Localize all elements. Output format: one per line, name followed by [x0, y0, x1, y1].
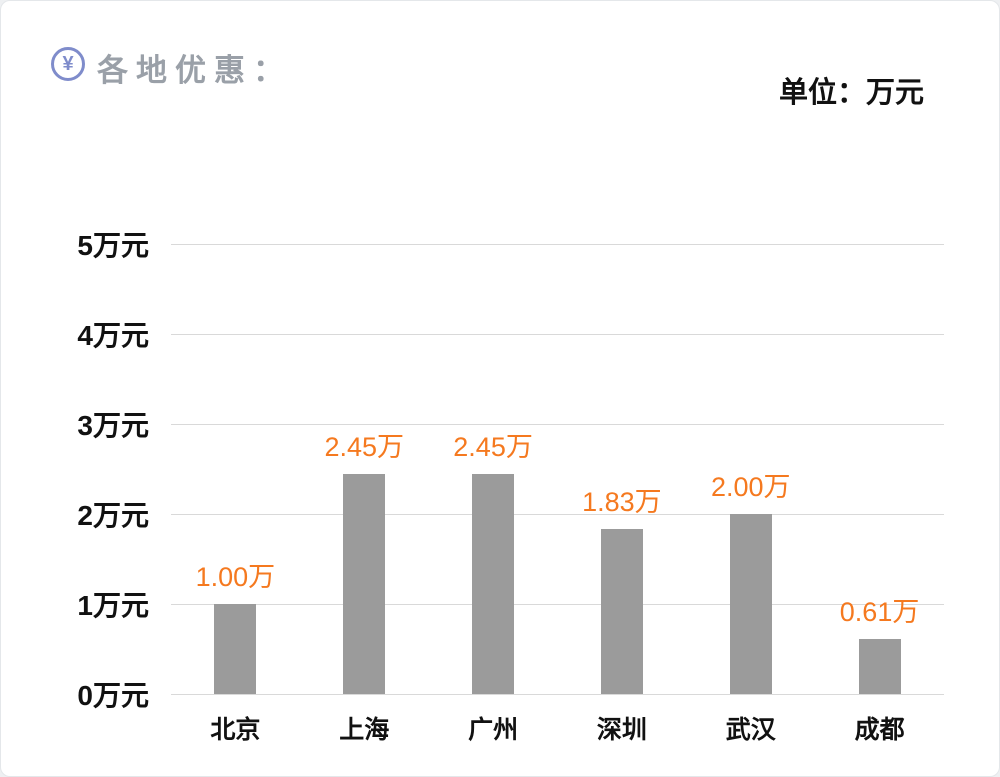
bar — [214, 604, 257, 694]
gridline — [171, 604, 944, 605]
bar-value-label: 2.00万 — [710, 472, 791, 502]
bar — [858, 639, 901, 694]
y-axis-tick-label: 2万元 — [77, 500, 149, 531]
bar-value-label: 0.61万 — [839, 597, 920, 628]
gridline — [171, 424, 944, 425]
bar-value-label: 2.45万 — [324, 431, 405, 462]
x-axis-category-label: 成都 — [854, 716, 905, 744]
x-axis-category-label: 深圳 — [596, 716, 647, 744]
bar — [472, 473, 515, 694]
gridline — [171, 244, 944, 245]
gridline — [171, 514, 944, 515]
bar — [729, 514, 772, 694]
chart-title: 各地优惠： — [97, 53, 292, 88]
bar — [343, 473, 386, 694]
bar-value-label: 1.00万 — [195, 562, 276, 592]
bar-column: 2.45万广州 — [429, 244, 558, 745]
bar-column: 2.00万武汉 — [686, 244, 815, 744]
bar-column: 2.45万上海 — [300, 244, 429, 745]
bar-column: 0.61万成都 — [815, 244, 944, 744]
bar-column: 1.83万深圳 — [558, 244, 687, 744]
gridline — [171, 334, 944, 335]
y-axis-tick-label: 0万元 — [77, 680, 149, 711]
unit-label: 单位：万元 — [778, 77, 924, 109]
y-axis-tick-label: 5万元 — [77, 230, 149, 261]
bar — [600, 529, 643, 694]
y-axis-tick-label: 4万元 — [77, 320, 149, 351]
bar-value-label: 2.45万 — [453, 431, 533, 462]
bar-column: 1.00万北京 — [171, 244, 300, 744]
x-axis-category-label: 武汉 — [725, 716, 776, 744]
plot-area: 0万元 1万元 2万元 3万元 4万元 5万元 1.00万 北京 2.45万 上海 2.45万 广州 1… — [77, 230, 944, 745]
gridline — [171, 694, 944, 695]
x-axis-category-label: 上海 — [339, 716, 390, 744]
yen-icon: ¥ — [51, 47, 85, 81]
x-axis-category-label: 广州 — [468, 716, 519, 744]
y-axis-tick-label: 1万元 — [77, 590, 149, 621]
bar-value-label: 1.83万 — [582, 487, 662, 518]
x-axis-category-label: 北京 — [210, 716, 261, 744]
y-axis-tick-label: 3万元 — [77, 410, 149, 441]
